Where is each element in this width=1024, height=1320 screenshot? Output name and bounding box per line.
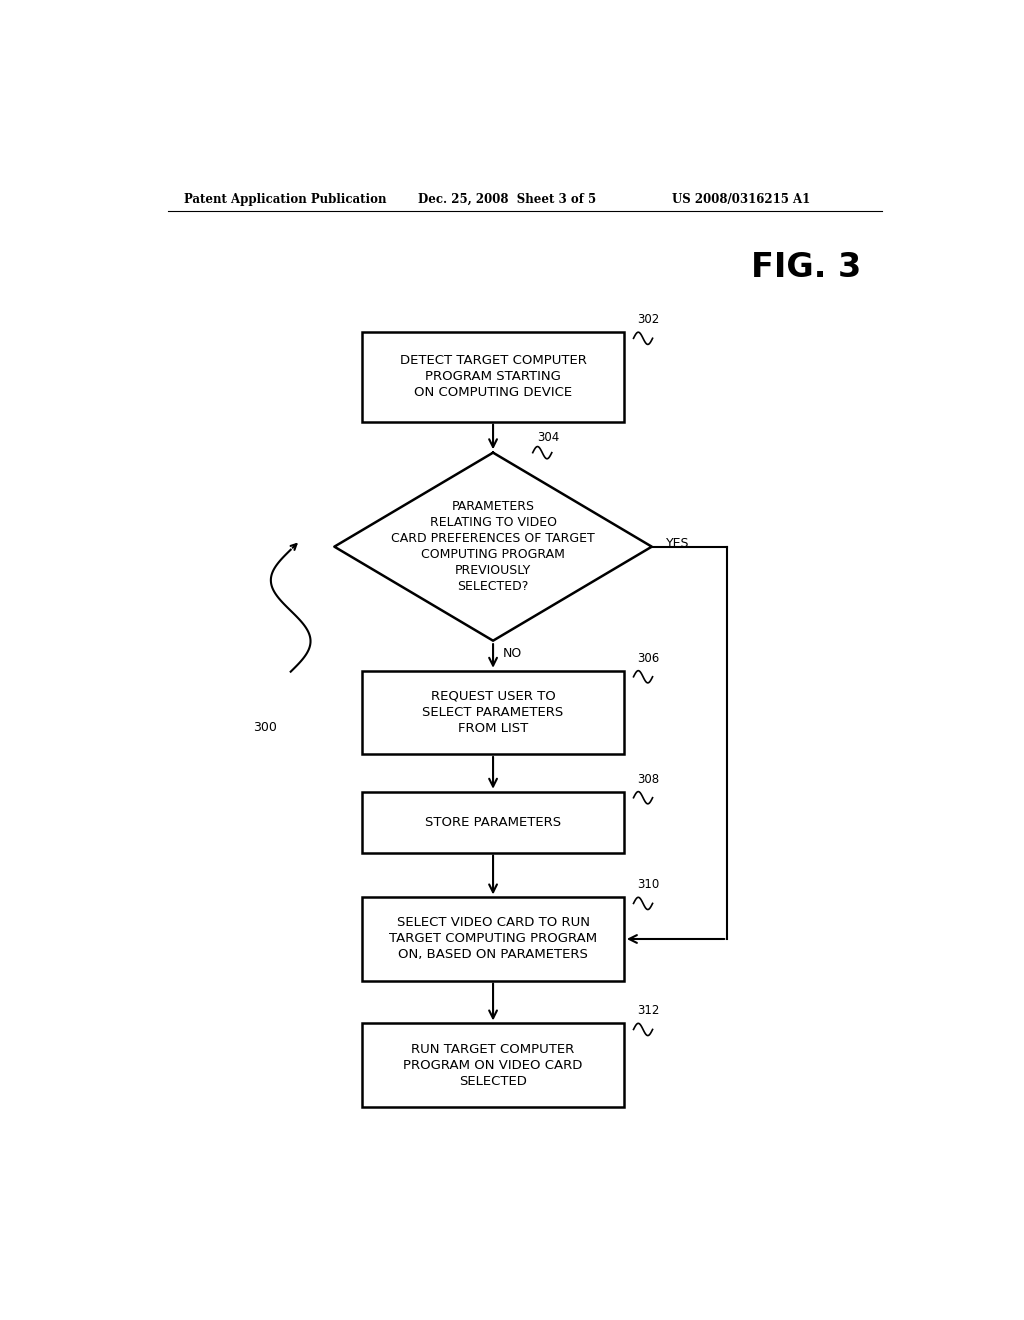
Text: 304: 304 [537, 430, 559, 444]
Bar [362, 671, 624, 754]
Text: DETECT TARGET COMPUTER
PROGRAM STARTING
ON COMPUTING DEVICE: DETECT TARGET COMPUTER PROGRAM STARTING … [399, 355, 587, 400]
Text: 312: 312 [638, 1005, 659, 1018]
Text: Patent Application Publication: Patent Application Publication [183, 193, 386, 206]
Text: 300: 300 [253, 721, 278, 734]
Text: STORE PARAMETERS: STORE PARAMETERS [425, 816, 561, 829]
Text: 306: 306 [638, 652, 659, 664]
Text: FIG. 3: FIG. 3 [752, 251, 861, 284]
Text: PARAMETERS
RELATING TO VIDEO
CARD PREFERENCES OF TARGET
COMPUTING PROGRAM
PREVIO: PARAMETERS RELATING TO VIDEO CARD PREFER… [391, 500, 595, 593]
Text: RUN TARGET COMPUTER
PROGRAM ON VIDEO CARD
SELECTED: RUN TARGET COMPUTER PROGRAM ON VIDEO CAR… [403, 1043, 583, 1088]
Text: REQUEST USER TO
SELECT PARAMETERS
FROM LIST: REQUEST USER TO SELECT PARAMETERS FROM L… [423, 690, 563, 735]
Text: NO: NO [503, 647, 522, 660]
Bar [362, 333, 624, 421]
Bar [362, 792, 624, 853]
Text: Dec. 25, 2008  Sheet 3 of 5: Dec. 25, 2008 Sheet 3 of 5 [418, 193, 596, 206]
Bar [362, 898, 624, 981]
Text: 310: 310 [638, 878, 659, 891]
Bar [362, 1023, 624, 1106]
Text: SELECT VIDEO CARD TO RUN
TARGET COMPUTING PROGRAM
ON, BASED ON PARAMETERS: SELECT VIDEO CARD TO RUN TARGET COMPUTIN… [389, 916, 597, 961]
Text: YES: YES [666, 537, 689, 550]
Text: US 2008/0316215 A1: US 2008/0316215 A1 [672, 193, 810, 206]
Polygon shape [334, 453, 652, 640]
Text: 302: 302 [638, 313, 659, 326]
Text: 308: 308 [638, 772, 659, 785]
